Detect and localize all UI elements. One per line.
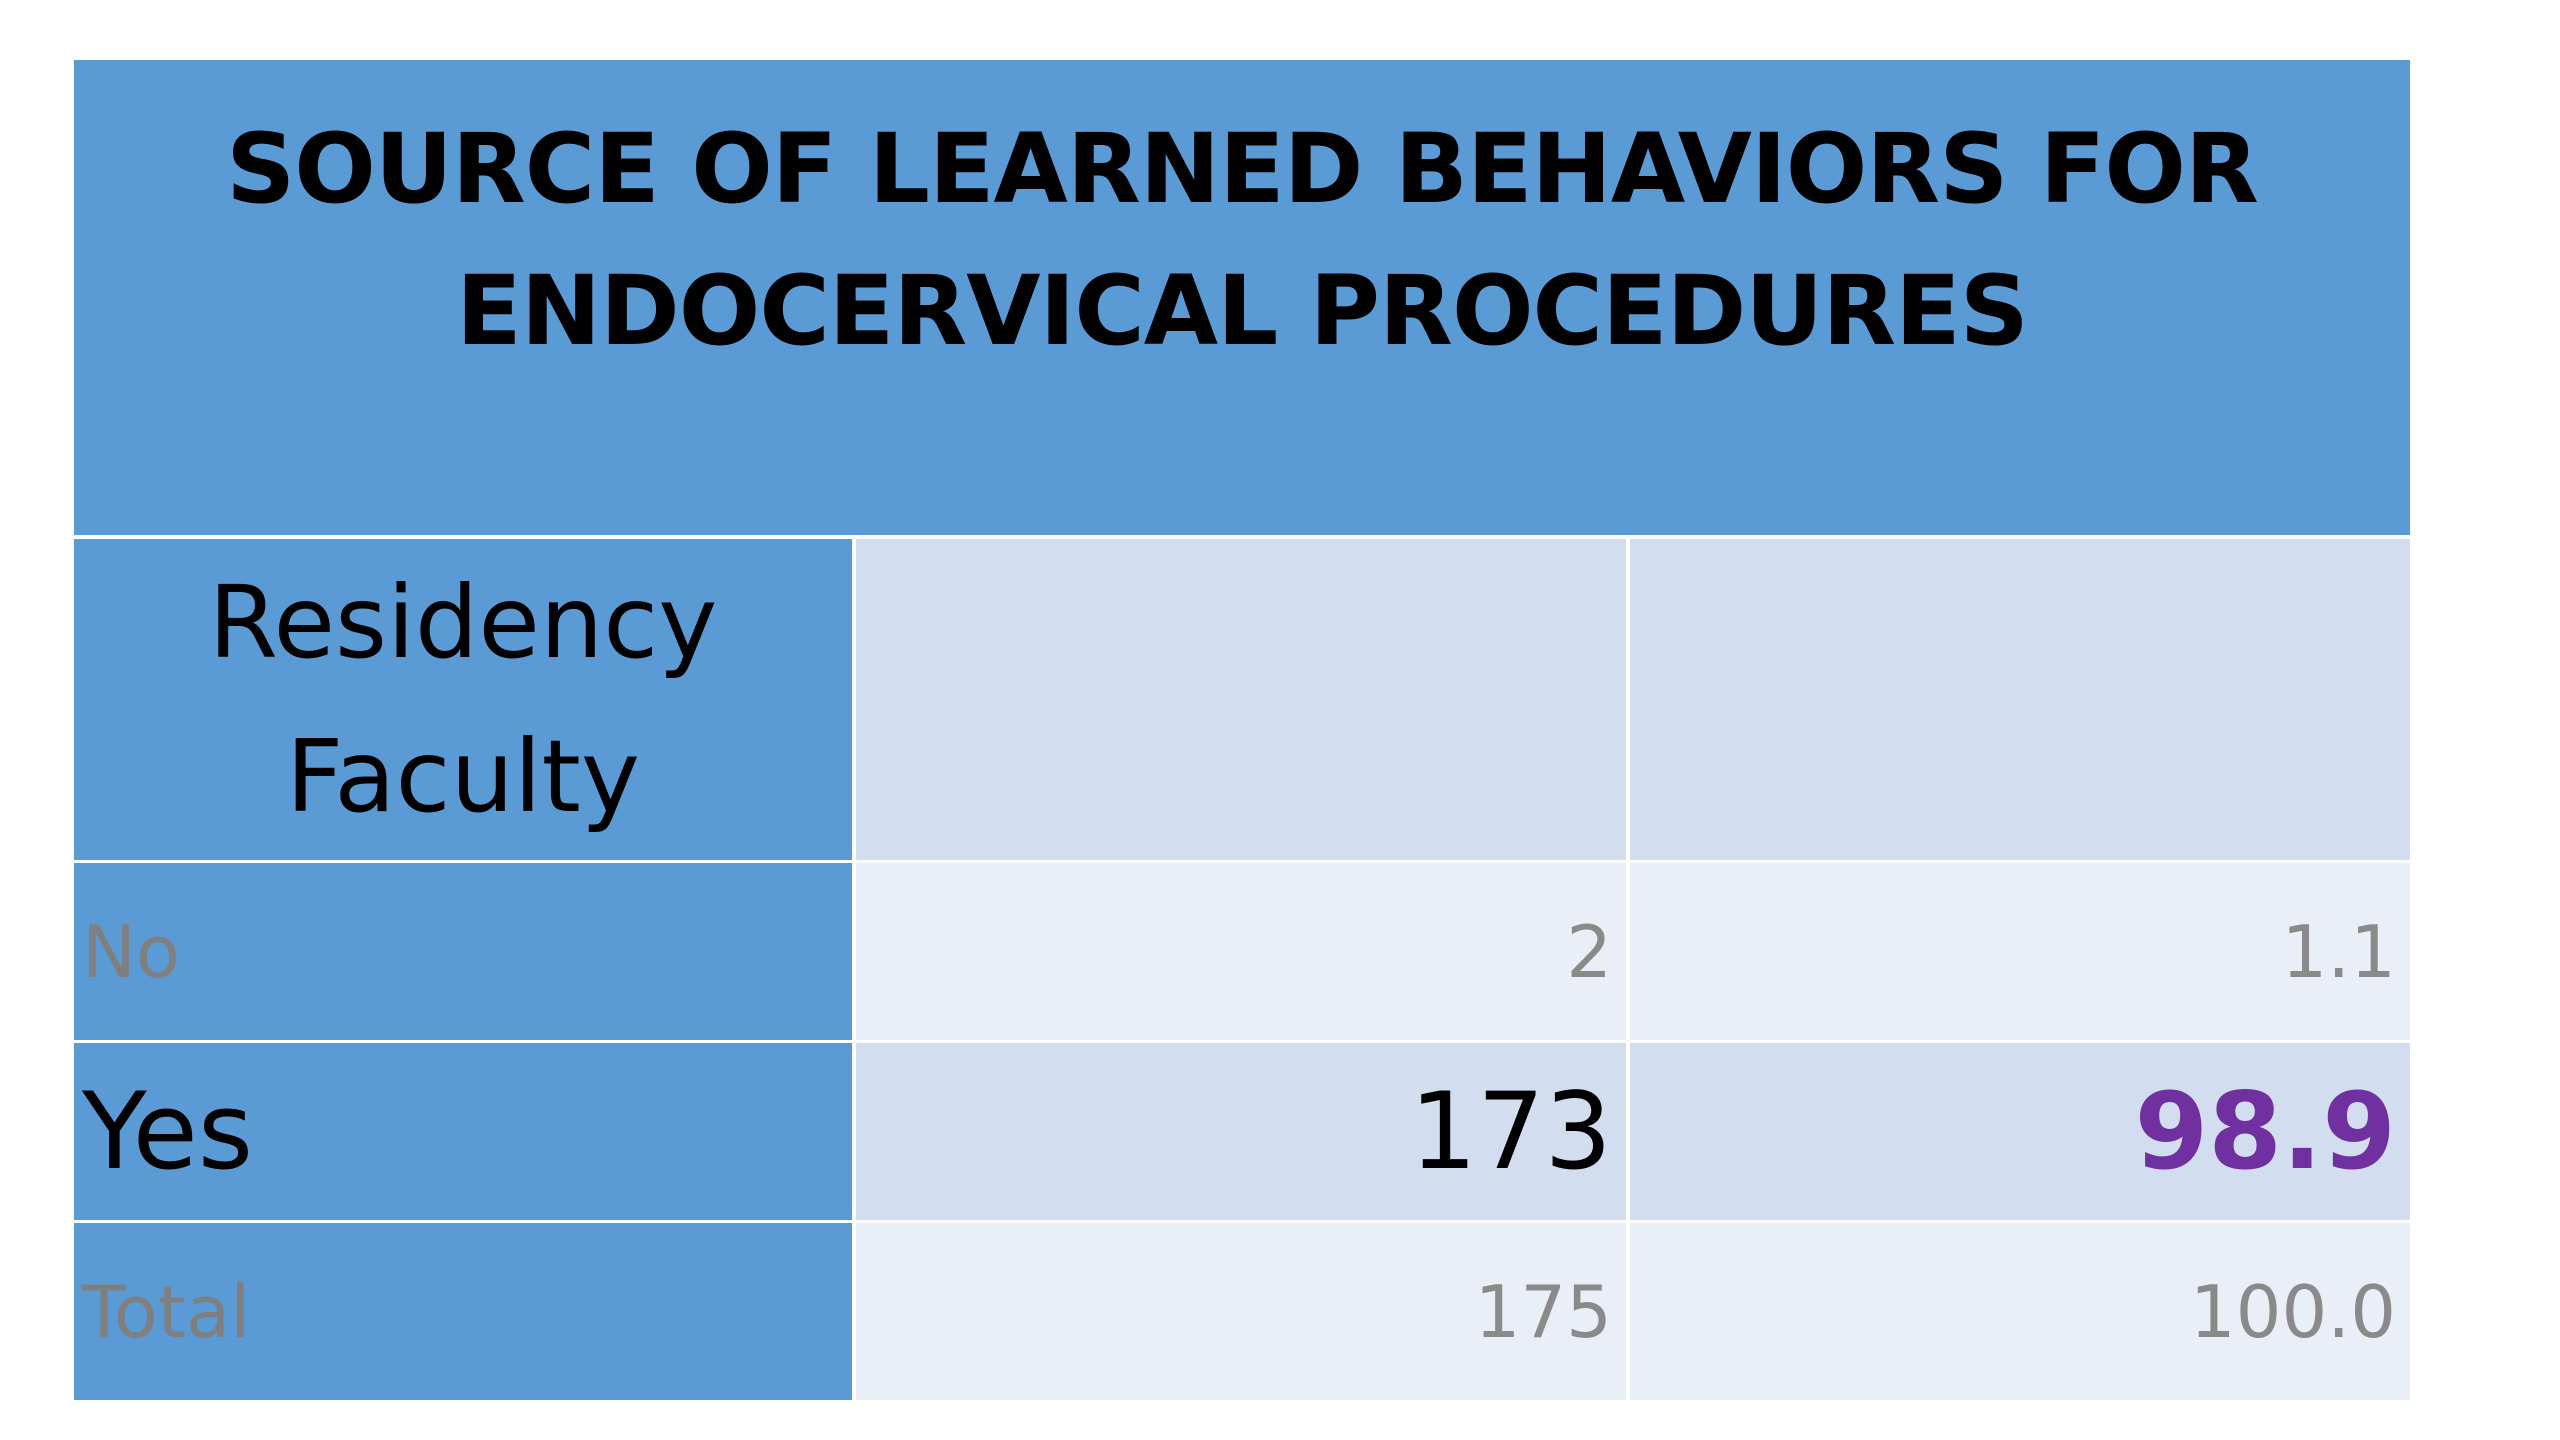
table-cell-percent-no: 1.1 bbox=[1630, 860, 2410, 1040]
column-header-label-cell: Residency Faculty bbox=[74, 539, 852, 860]
table-cell-count-yes: 173 bbox=[852, 1040, 1630, 1220]
column-header-label: Residency Faculty bbox=[209, 546, 718, 854]
count-value: 2 bbox=[1566, 909, 1612, 994]
percent-value: 100.0 bbox=[2189, 1269, 2396, 1354]
row-label: Yes bbox=[82, 1070, 254, 1193]
percent-value: 1.1 bbox=[2281, 909, 2396, 994]
row-label: Total bbox=[82, 1269, 251, 1354]
table-cell-percent-total: 100.0 bbox=[1630, 1220, 2410, 1400]
table-title: SOURCE OF LEARNED BEHAVIORS FOR ENDOCERV… bbox=[226, 113, 2259, 367]
data-table: SOURCE OF LEARNED BEHAVIORS FOR ENDOCERV… bbox=[74, 60, 2410, 1412]
table-cell-count-no: 2 bbox=[852, 860, 1630, 1040]
header-divider bbox=[74, 535, 2410, 539]
table-row-label-no: No bbox=[74, 860, 852, 1040]
table-row-label-total: Total bbox=[74, 1220, 852, 1400]
count-value: 173 bbox=[1409, 1070, 1612, 1193]
percent-value-highlight: 98.9 bbox=[2134, 1070, 2396, 1193]
table-cell-count-total: 175 bbox=[852, 1220, 1630, 1400]
count-value: 175 bbox=[1474, 1269, 1612, 1354]
column-header-line-2: Faculty bbox=[285, 717, 641, 835]
table-cell-percent-yes: 98.9 bbox=[1630, 1040, 2410, 1220]
column-header-count bbox=[852, 539, 1630, 860]
row-label: No bbox=[82, 909, 180, 994]
table-title-cell: SOURCE OF LEARNED BEHAVIORS FOR ENDOCERV… bbox=[74, 60, 2410, 535]
column-header-percent bbox=[1630, 539, 2410, 860]
column-header-line-1: Residency bbox=[208, 563, 718, 681]
table-row-label-yes: Yes bbox=[74, 1040, 852, 1220]
